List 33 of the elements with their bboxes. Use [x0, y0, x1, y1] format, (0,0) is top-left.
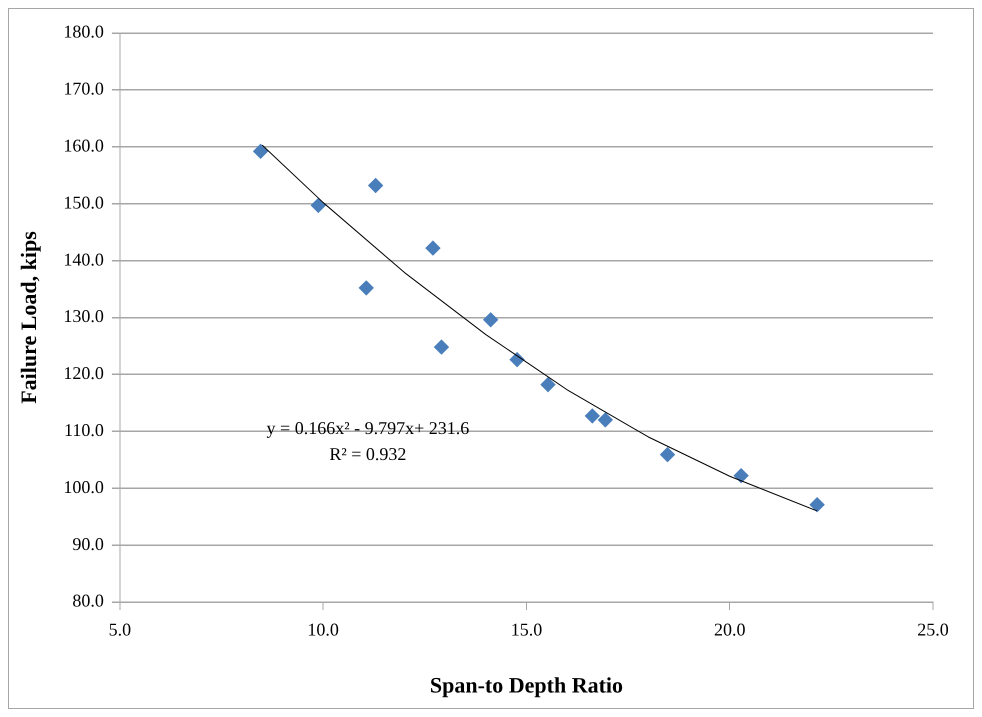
y-tick-label: 160.0 [63, 136, 104, 156]
x-tick-label: 10.0 [307, 620, 339, 640]
point [540, 377, 556, 392]
x-axis-title: Span-to Depth Ratio [430, 672, 624, 698]
point [598, 412, 613, 428]
y-tick-label: 80.0 [72, 590, 104, 611]
annotation: R² = 0.932 [329, 444, 406, 464]
y-tick-label: 90.0 [72, 534, 104, 554]
x-tick-label: 25.0 [917, 620, 949, 640]
point [584, 408, 600, 424]
x-tick-label: 15.0 [510, 620, 542, 640]
y-tick-label: 170.0 [63, 78, 104, 99]
y-tick-label: 150.0 [63, 192, 104, 212]
point [734, 468, 749, 484]
point [434, 340, 449, 355]
point [253, 144, 268, 159]
x-tick-label: 5.0 [108, 620, 132, 640]
point [368, 178, 384, 193]
point [810, 497, 825, 512]
y-tick-label: 140.0 [63, 249, 104, 270]
y-tick-label: 100.0 [63, 476, 104, 497]
annotation: y = 0.166x² - 9.797x+ 231.6 [266, 418, 470, 438]
point [483, 312, 498, 328]
point [310, 198, 326, 213]
y-tick-label: 110.0 [64, 420, 104, 440]
y-tick-label: 130.0 [63, 306, 104, 326]
point [358, 280, 374, 296]
y-tick-label: 180.0 [63, 22, 104, 42]
point [425, 240, 440, 256]
x-tick-label: 20.0 [714, 620, 746, 640]
y-tick-label: 120.0 [63, 363, 104, 384]
y-axis-title: Failure Load, kips [16, 230, 41, 404]
point [660, 447, 676, 462]
